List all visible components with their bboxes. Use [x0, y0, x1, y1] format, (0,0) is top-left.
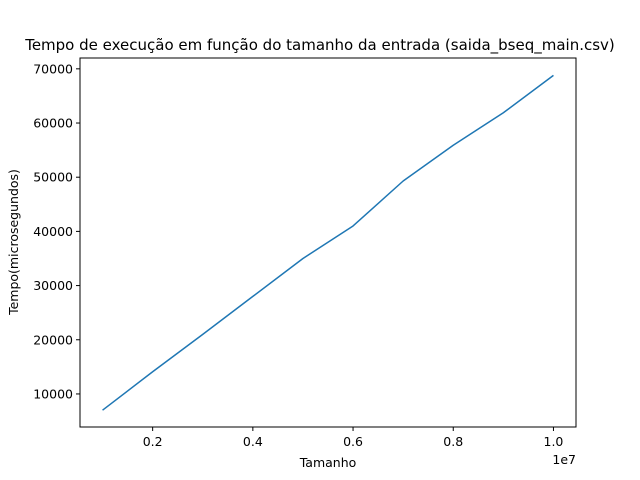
chart-title: Tempo de execução em função do tamanho d… [24, 36, 615, 55]
y-axis-ticks: 10000 20000 30000 40000 50000 60000 70000 [33, 61, 80, 401]
y-tick-label: 60000 [33, 116, 73, 131]
y-tick-label: 10000 [33, 386, 73, 401]
x-axis-ticks: 0.2 0.4 0.6 0.8 1.0 [143, 427, 564, 449]
x-tick-label: 0.4 [243, 434, 263, 449]
x-tick-label: 0.6 [343, 434, 363, 449]
y-axis-label: Tempo(microsegundos) [6, 169, 21, 316]
series-line-0 [102, 74, 554, 411]
y-tick-label: 40000 [33, 224, 73, 239]
x-axis-label: Tamanho [299, 455, 357, 470]
x-tick-label: 1.0 [544, 434, 564, 449]
plot-frame [79, 57, 577, 428]
y-tick-label: 20000 [33, 332, 73, 347]
series-layer [102, 74, 554, 411]
x-tick-label: 0.8 [443, 434, 463, 449]
x-tick-label: 0.2 [143, 434, 163, 449]
x-axis-offset-label: 1e7 [552, 452, 576, 467]
y-tick-label: 70000 [33, 61, 73, 76]
y-tick-label: 30000 [33, 278, 73, 293]
y-tick-label: 50000 [33, 170, 73, 185]
